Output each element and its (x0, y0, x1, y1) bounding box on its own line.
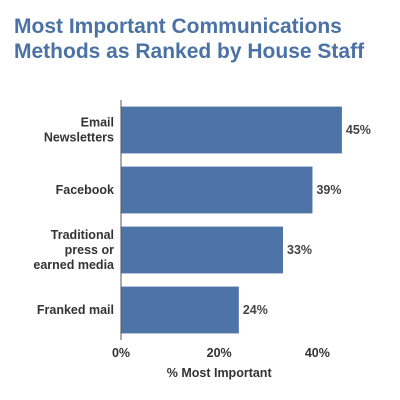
bar-2 (121, 226, 283, 274)
x-tick-label-2: 40% (305, 346, 330, 360)
category-labels-group: Email Newsletters Facebook Traditional press… (33, 116, 115, 318)
value-label-2: 33% (287, 243, 312, 257)
category-label-1: Facebook (56, 183, 114, 197)
category-label-0: Email Newsletters (44, 116, 114, 145)
category-label-3: Franked mail (37, 303, 114, 317)
value-label-3: 24% (243, 303, 268, 317)
value-labels-group: 45% 39% 33% 24% (243, 123, 371, 317)
bar-1 (121, 166, 313, 214)
value-label-0: 45% (346, 123, 371, 137)
x-tick-label-0: 0% (112, 346, 130, 360)
chart-title: Most Important Communications Methods as… (14, 15, 365, 63)
x-tick-labels-group: 0% 20% 40% (112, 346, 330, 360)
value-label-1: 39% (316, 183, 341, 197)
category-label-2: Traditional press or earned media (33, 228, 115, 272)
x-axis-label: % Most Important (167, 366, 273, 380)
bar-3 (121, 286, 239, 334)
bars-group (121, 106, 342, 334)
bar-0 (121, 106, 342, 154)
x-tick-label-1: 20% (207, 346, 232, 360)
